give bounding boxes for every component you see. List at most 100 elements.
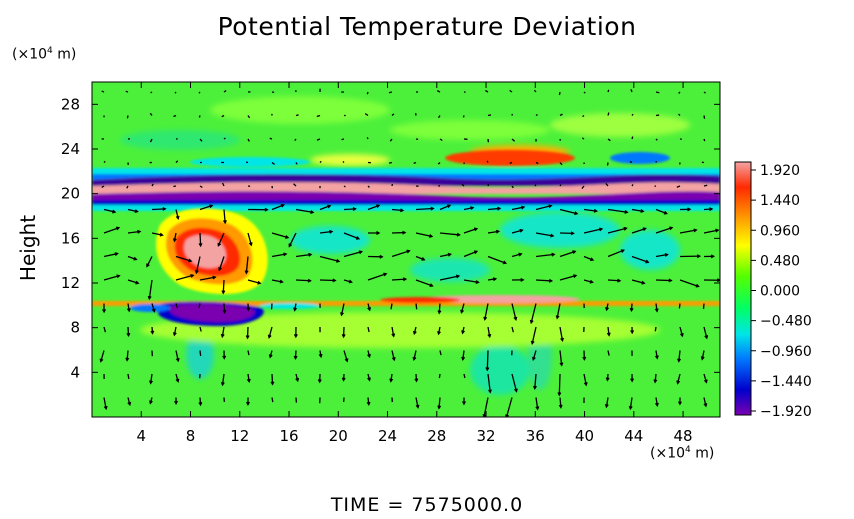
wind-arrow bbox=[483, 397, 489, 417]
wind-arrow bbox=[221, 373, 225, 386]
wind-arrow bbox=[511, 373, 518, 392]
wind-arrow-head bbox=[437, 330, 441, 336]
wind-arrow bbox=[655, 303, 658, 312]
wind-arrow-head bbox=[641, 280, 646, 285]
wind-arrow bbox=[535, 161, 539, 165]
wind-arrow-head bbox=[573, 274, 578, 279]
wind-arrow bbox=[413, 350, 417, 360]
wind-arrow-head bbox=[318, 353, 323, 359]
wind-arrow-head bbox=[502, 260, 508, 265]
wind-arrow bbox=[366, 137, 369, 140]
wind-arrow-head bbox=[548, 278, 554, 283]
wind-arrow-head bbox=[653, 379, 658, 384]
wind-arrow bbox=[583, 208, 597, 212]
colorbar-label: 1.440 bbox=[760, 193, 800, 209]
wind-arrow-head bbox=[194, 269, 199, 275]
wind-arrow-head bbox=[135, 280, 140, 285]
wind-arrow-head bbox=[220, 333, 225, 339]
wind-arrow-head bbox=[267, 334, 272, 339]
wind-arrow bbox=[530, 303, 537, 324]
wind-arrow bbox=[127, 303, 130, 312]
wind-arrow-head bbox=[367, 307, 372, 312]
wind-arrow-head bbox=[222, 309, 227, 314]
wind-arrow bbox=[415, 232, 433, 238]
wind-arrow-head bbox=[437, 405, 442, 410]
wind-arrow-head bbox=[677, 358, 682, 363]
wind-arrow bbox=[559, 250, 576, 258]
wind-arrow-head bbox=[175, 378, 180, 383]
wind-arrow bbox=[559, 397, 562, 408]
wind-arrow bbox=[509, 89, 513, 93]
colorbar-scale bbox=[734, 161, 752, 416]
wind-arrow-head bbox=[376, 231, 381, 235]
wind-arrow bbox=[607, 249, 625, 258]
wind-arrow bbox=[655, 350, 658, 359]
wind-arrow bbox=[247, 350, 250, 356]
wind-arrow bbox=[175, 209, 179, 219]
wind-arrow bbox=[268, 326, 273, 338]
wind-arrow bbox=[484, 303, 489, 320]
wind-arrow-head bbox=[617, 278, 622, 283]
wind-arrow bbox=[676, 185, 681, 188]
wind-arrow bbox=[415, 279, 433, 287]
wind-arrow bbox=[150, 91, 153, 94]
y-tick-label: 16 bbox=[61, 229, 80, 247]
wind-arrow-head bbox=[687, 207, 692, 212]
wind-arrow bbox=[127, 326, 130, 336]
wind-arrow-head bbox=[447, 252, 452, 257]
wind-arrow-head bbox=[461, 356, 466, 361]
wind-arrow bbox=[271, 397, 274, 403]
wind-arrow-head bbox=[246, 401, 250, 406]
wind-arrow bbox=[535, 205, 552, 211]
wind-arrow-head bbox=[642, 227, 647, 232]
wind-arrow-head bbox=[695, 283, 700, 288]
wind-arrow bbox=[343, 279, 352, 283]
wind-arrow bbox=[534, 373, 537, 389]
wind-arrow bbox=[463, 207, 474, 211]
wind-arrow bbox=[127, 373, 130, 380]
wind-arrow-head bbox=[134, 209, 139, 214]
y-tick-label: 20 bbox=[61, 185, 80, 203]
wind-arrow-head bbox=[248, 242, 253, 247]
wind-arrow bbox=[151, 303, 156, 312]
wind-arrow bbox=[175, 303, 178, 309]
wind-arrow-head bbox=[505, 414, 509, 417]
wind-arrow-head bbox=[529, 319, 534, 325]
wind-arrow-head bbox=[700, 356, 705, 361]
wind-arrow-head bbox=[264, 207, 269, 212]
x-tick-label: 36 bbox=[526, 427, 545, 445]
wind-arrow bbox=[173, 326, 177, 336]
wind-arrow-head bbox=[366, 401, 371, 406]
wind-arrow bbox=[415, 303, 418, 310]
y-tick-label: 12 bbox=[61, 274, 80, 292]
wind-arrow-head bbox=[402, 277, 408, 282]
wind-arrow bbox=[655, 397, 658, 406]
wind-arrow-head bbox=[379, 254, 384, 259]
wind-arrow bbox=[125, 90, 129, 93]
wind-arrow bbox=[583, 91, 586, 94]
wind-arrow bbox=[559, 184, 562, 187]
wind-arrow bbox=[655, 253, 668, 258]
wind-arrow bbox=[126, 350, 129, 361]
wind-arrow-head bbox=[497, 206, 502, 211]
wind-arrow-head bbox=[293, 334, 298, 339]
wind-arrow-head bbox=[212, 275, 217, 280]
wind-arrow-head bbox=[198, 242, 203, 248]
wind-arrow bbox=[103, 227, 120, 234]
x-axis-unit: (×104 m) bbox=[650, 445, 715, 462]
wind-arrow-head bbox=[415, 404, 420, 409]
wind-arrow bbox=[366, 91, 369, 95]
wind-arrow bbox=[607, 89, 610, 93]
wind-arrow bbox=[583, 373, 587, 386]
wind-arrow bbox=[655, 226, 673, 234]
wind-arrow-head bbox=[679, 333, 684, 338]
wind-arrow bbox=[679, 229, 697, 234]
wind-arrow bbox=[151, 183, 154, 187]
wind-arrow-head bbox=[677, 401, 682, 406]
wind-arrow bbox=[199, 204, 213, 211]
wind-arrow bbox=[439, 232, 460, 236]
wind-arrow-head bbox=[102, 309, 107, 314]
wind-arrow bbox=[535, 113, 538, 117]
wind-arrow-head bbox=[293, 355, 298, 360]
wind-arrow-head bbox=[293, 307, 297, 312]
